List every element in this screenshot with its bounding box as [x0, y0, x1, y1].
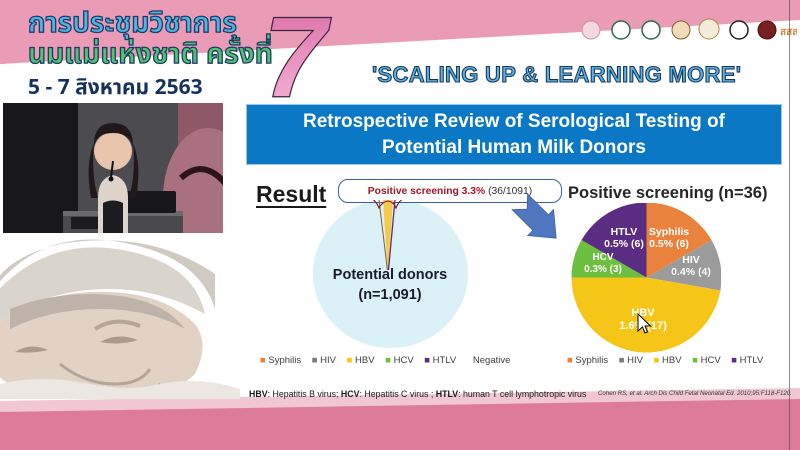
svg-text:HCV: HCV — [592, 252, 613, 263]
svg-text:Syphilis: Syphilis — [649, 226, 689, 238]
svg-text:HTLV: HTLV — [611, 226, 638, 238]
svg-text:0.4% (4): 0.4% (4) — [671, 266, 711, 278]
svg-text:0.5% (6): 0.5% (6) — [649, 238, 689, 250]
svg-text:HIV: HIV — [682, 254, 700, 266]
svg-text:0.3% (3): 0.3% (3) — [584, 264, 622, 275]
svg-text:0.5% (6): 0.5% (6) — [604, 238, 644, 250]
